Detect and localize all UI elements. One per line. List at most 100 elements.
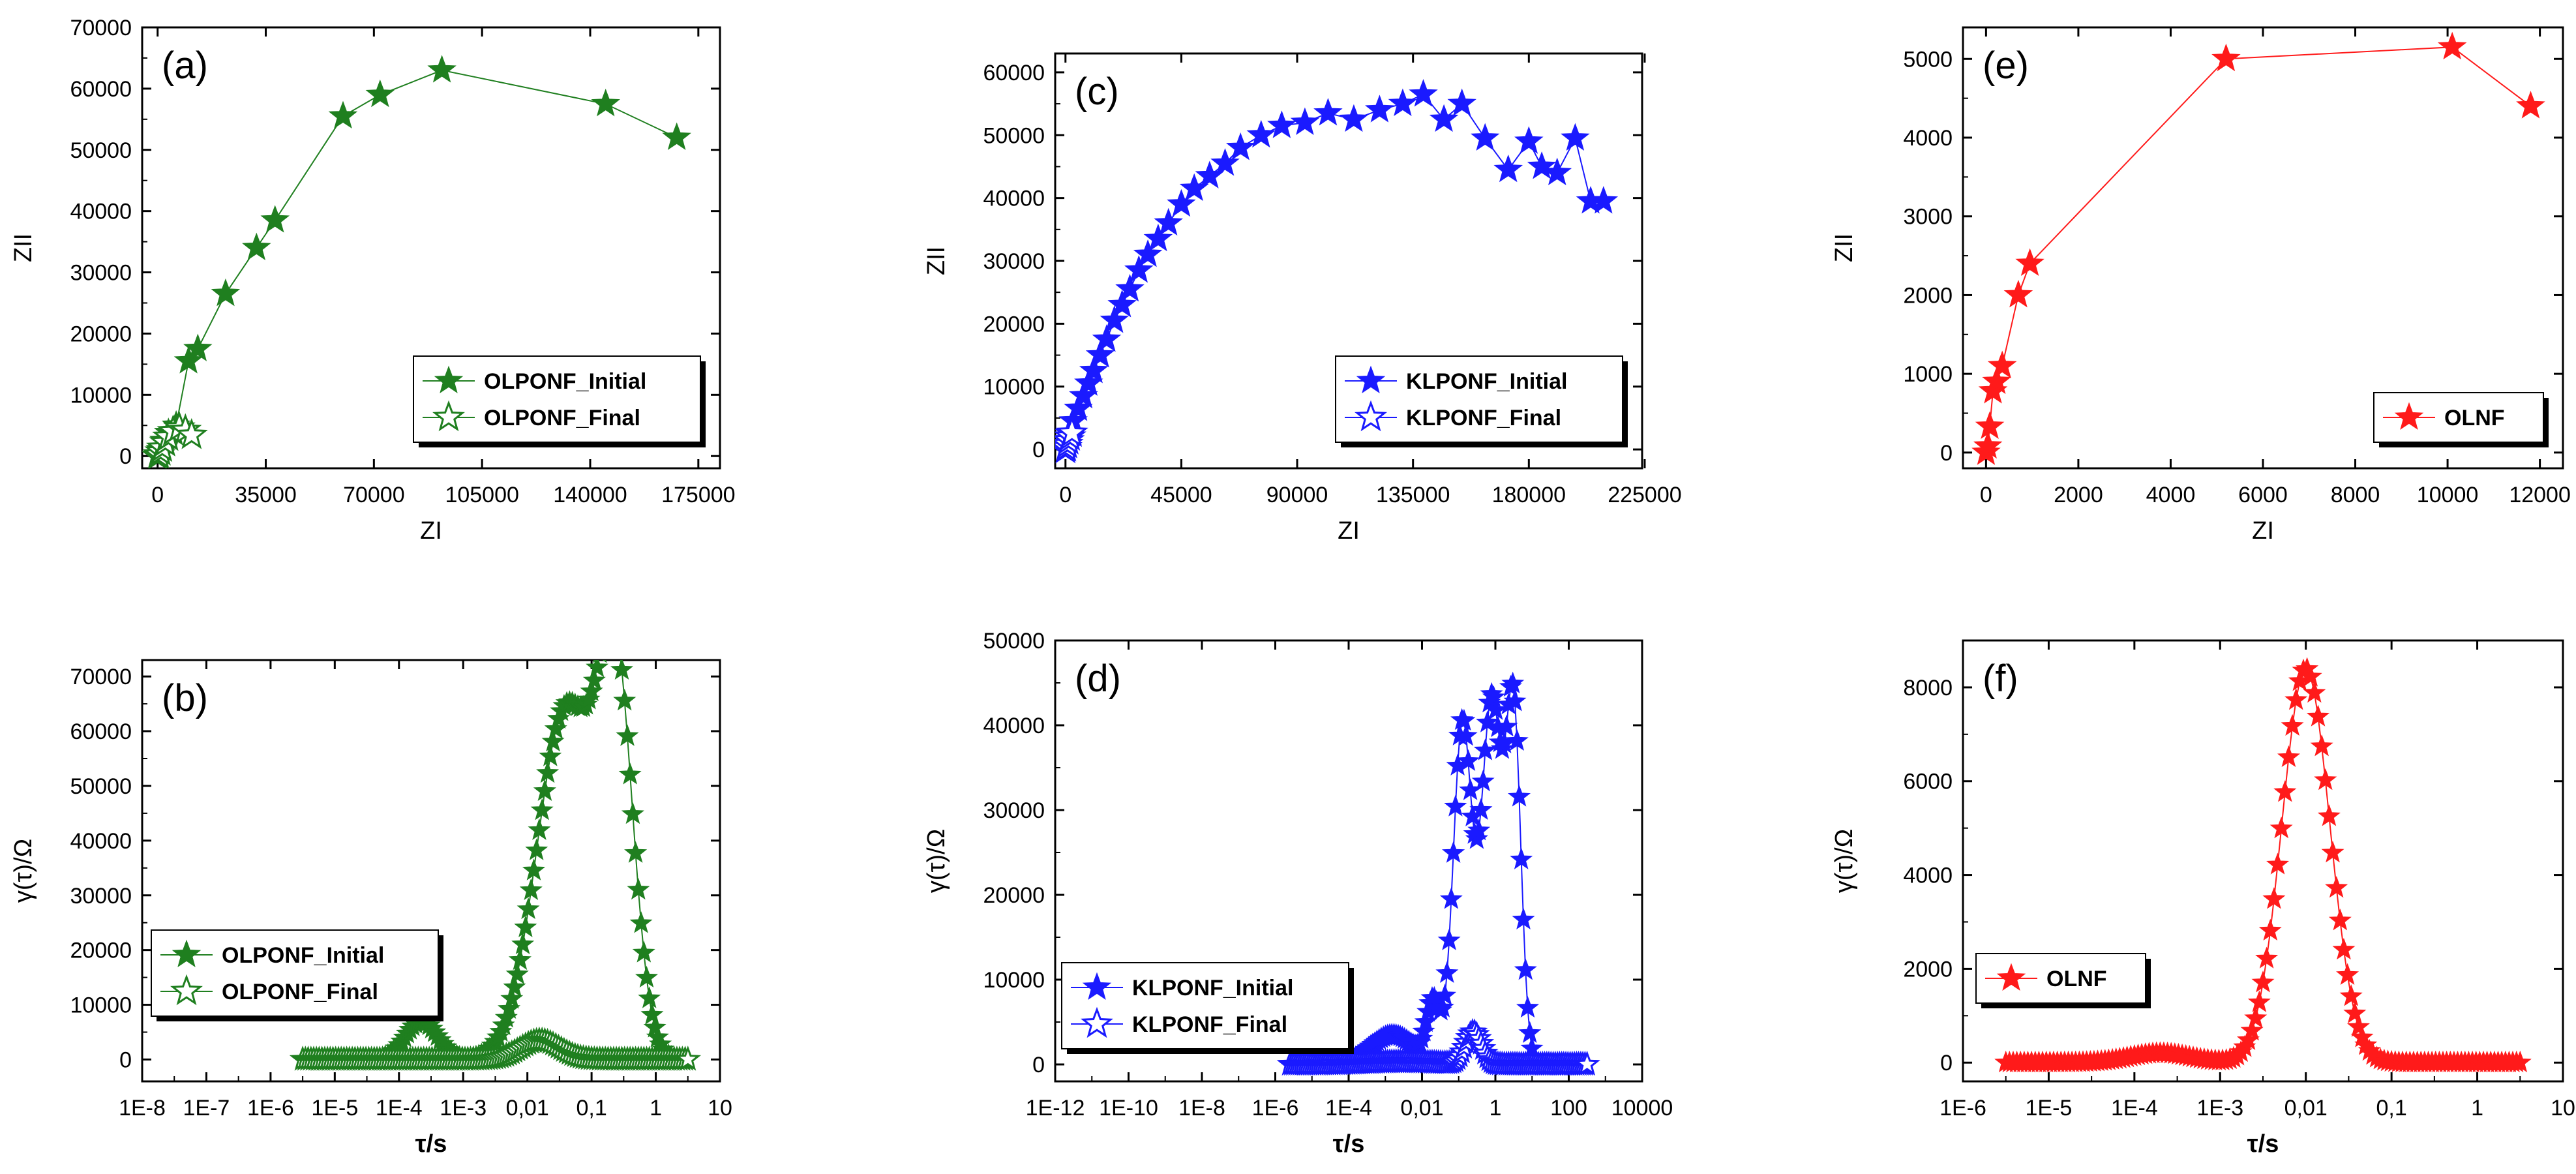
- series-layer: [142, 55, 691, 468]
- y-axis-label: γ(τ)/Ω: [10, 839, 37, 903]
- series-line: [1985, 46, 2532, 453]
- x-axis-label: ZI: [2252, 517, 2274, 545]
- x-tick-label: 0,01: [506, 1096, 549, 1121]
- x-tick-label: 100: [1550, 1096, 1587, 1121]
- data-point: [591, 88, 620, 117]
- data-point: [616, 724, 639, 746]
- data-point: [183, 333, 213, 361]
- data-point: [1409, 79, 1438, 107]
- y-tick-label: 2000: [1903, 957, 1953, 982]
- panel-label: (e): [1983, 44, 2029, 87]
- y-tick-label: 8000: [1903, 676, 1953, 700]
- data-point: [643, 1016, 666, 1038]
- y-tick-label: 50000: [983, 629, 1045, 654]
- y-tick-label: 0: [119, 1047, 132, 1072]
- data-point: [1267, 110, 1296, 138]
- data-point: [2508, 1050, 2532, 1073]
- data-point: [1442, 841, 1465, 863]
- data-point: [662, 122, 691, 150]
- panel-label: (f): [1983, 657, 2018, 700]
- series-layer: [1276, 671, 1600, 1076]
- data-point: [1079, 355, 1109, 384]
- data-point: [1987, 350, 2017, 379]
- legend-box: [151, 929, 439, 1017]
- legend-label: OLPONF_Final: [222, 980, 378, 1004]
- data-point: [211, 278, 241, 307]
- x-tick-label: 1E-4: [2111, 1096, 2158, 1121]
- x-tick-label: 10000: [1611, 1096, 1673, 1121]
- x-tick-label: 1E-5: [311, 1096, 358, 1121]
- x-tick-label: 105000: [445, 483, 518, 507]
- data-point: [1470, 123, 1500, 151]
- data-point: [1365, 95, 1394, 123]
- x-tick-label: 1: [1490, 1096, 1502, 1121]
- y-tick-label: 40000: [983, 714, 1045, 738]
- data-point: [1115, 273, 1145, 302]
- data-point: [2306, 704, 2330, 727]
- data-point: [1225, 132, 1255, 160]
- data-point: [1107, 290, 1137, 318]
- data-point: [2003, 279, 2033, 308]
- x-tick-label: 6000: [2238, 483, 2288, 507]
- data-point: [2266, 852, 2290, 875]
- legend-label: KLPONF_Final: [1132, 1012, 1287, 1037]
- data-point: [1471, 769, 1495, 792]
- data-point: [505, 962, 529, 984]
- data-point: [536, 760, 560, 783]
- panel-label: (a): [162, 44, 208, 87]
- x-axis-label: τ/s: [1333, 1130, 1365, 1158]
- data-point: [173, 346, 203, 374]
- x-tick-label: 2000: [2054, 483, 2103, 507]
- data-point: [1437, 928, 1461, 950]
- panel-e: 0 2000 4000 6000 8000 10000 12000 0 1000 2000 3000…: [1831, 26, 2571, 545]
- x-tick-label: 8000: [2331, 483, 2380, 507]
- y-tick-label: 20000: [70, 322, 132, 346]
- data-point: [597, 607, 618, 627]
- x-axis-label: ZI: [420, 517, 442, 545]
- data-point: [1055, 415, 1088, 447]
- data-point: [522, 858, 546, 880]
- y-tick-label: 4000: [1903, 126, 1953, 151]
- data-point: [1476, 710, 1499, 732]
- data-point: [2516, 91, 2545, 119]
- data-point: [1085, 340, 1115, 368]
- legend-label: OLPONF_Final: [484, 406, 640, 430]
- series-layer: [1994, 657, 2532, 1073]
- legend-marker: [434, 365, 464, 393]
- data-point: [2310, 734, 2333, 757]
- data-point: [1447, 88, 1476, 117]
- data-point: [1973, 430, 2003, 459]
- panel-label: (d): [1075, 657, 1121, 700]
- data-point: [592, 628, 613, 648]
- x-tick-label: 1E-12: [1026, 1096, 1085, 1121]
- x-tick-label: 1E-6: [1939, 1096, 1986, 1121]
- x-axis-label: ZI: [1338, 517, 1360, 545]
- panel-c: 0 45000 90000 135000 180000 225000 0 10000 20000…: [923, 52, 1682, 545]
- x-tick-label: 225000: [1608, 483, 1681, 507]
- x-tick-label: 1E-4: [1325, 1096, 1372, 1121]
- y-tick-label: 10000: [70, 383, 132, 408]
- data-point: [606, 616, 627, 637]
- y-tick-label: 0: [1940, 441, 1953, 466]
- legend-marker: [172, 939, 202, 967]
- x-tick-label: 1E-3: [440, 1096, 487, 1121]
- data-point: [2317, 804, 2341, 826]
- data-point: [528, 818, 551, 840]
- data-point: [586, 660, 609, 678]
- data-point: [1495, 714, 1518, 737]
- data-point: [1429, 104, 1459, 132]
- x-tick-label: 0,1: [576, 1096, 607, 1121]
- y-tick-label: 0: [1032, 438, 1045, 462]
- data-point: [2284, 687, 2308, 710]
- data-point: [427, 55, 457, 83]
- data-point: [1313, 98, 1343, 126]
- data-point: [608, 634, 629, 654]
- data-point: [1469, 798, 1493, 820]
- data-point: [539, 744, 562, 766]
- x-tick-label: 1E-10: [1099, 1096, 1158, 1121]
- data-point: [2255, 946, 2279, 969]
- y-tick-label: 0: [1940, 1051, 1953, 1076]
- data-point: [2336, 963, 2359, 985]
- data-point: [2321, 841, 2344, 863]
- data-point: [582, 669, 606, 691]
